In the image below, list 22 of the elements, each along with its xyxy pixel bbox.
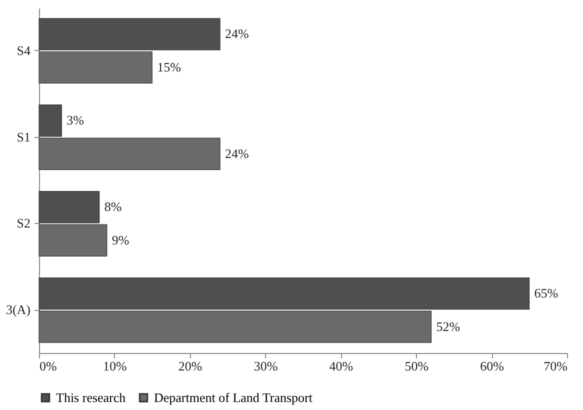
x-tick-label: 50% bbox=[404, 358, 429, 374]
y-tick-label: S2 bbox=[16, 216, 30, 231]
x-tick-label: 20% bbox=[178, 358, 202, 374]
x-tick-label: 70% bbox=[544, 358, 568, 374]
legend-label: Department of Land Transport bbox=[154, 390, 313, 405]
data-label: 9% bbox=[112, 232, 130, 248]
y-tick-label: S4 bbox=[16, 42, 31, 58]
x-tick-label: 40% bbox=[329, 358, 354, 374]
x-tick-label: 30% bbox=[254, 358, 278, 374]
legend-label: This research bbox=[56, 390, 126, 405]
x-tick-label: 10% bbox=[103, 358, 128, 374]
y-tick-label: S1 bbox=[16, 129, 30, 144]
x-tick-label: 60% bbox=[480, 358, 504, 374]
data-label: 24% bbox=[225, 146, 250, 161]
y-tick-label: 3(A) bbox=[6, 302, 30, 318]
data-label: 15% bbox=[157, 59, 182, 74]
data-label: 65% bbox=[534, 286, 558, 301]
data-label: 8% bbox=[104, 199, 122, 214]
data-label: 52% bbox=[436, 318, 460, 334]
data-label: 24% bbox=[225, 26, 250, 42]
data-label: 3% bbox=[66, 112, 84, 128]
x-tick-label: 0% bbox=[40, 358, 57, 374]
